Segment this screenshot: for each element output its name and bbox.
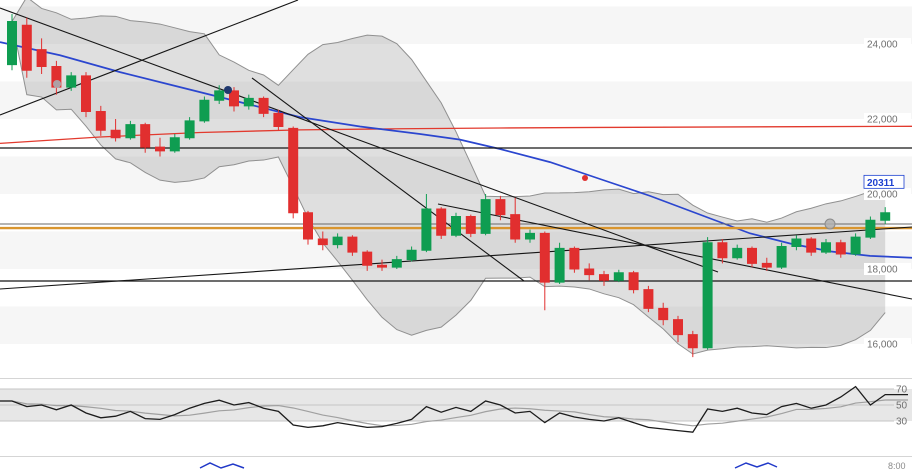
candle [7,14,17,71]
candle [510,197,521,243]
candle [214,85,225,104]
candle [880,207,891,224]
candle [377,259,387,271]
candle [243,94,254,110]
line-drag-handle[interactable] [824,218,836,230]
candle [717,239,728,264]
candle [658,302,669,326]
price-axis-label: 22,000 [867,115,898,126]
candle [850,233,861,256]
price-axis-label: 24,000 [867,40,898,51]
price-axis-label: 18,000 [867,265,898,276]
candle [835,239,846,258]
candle [199,96,210,123]
candle [584,263,595,281]
candle [747,246,757,268]
candle [421,194,432,253]
trendline[interactable] [0,0,299,116]
candle [554,242,565,284]
candle [465,214,476,238]
candle [317,231,328,251]
rsi-ma-line [0,399,908,427]
blue-ma-line[interactable] [0,41,912,259]
axis-label-bg [864,38,911,50]
candle [806,237,817,256]
chart-marker-dot[interactable] [582,175,588,181]
candle [865,216,876,239]
candle [821,239,831,254]
bottom-indicator-mark [734,462,778,469]
candle [347,235,358,256]
candle [21,17,32,78]
rsi-level-label: 30 [896,417,908,428]
candle [732,244,743,260]
price-axis-label: 16,000 [867,340,898,351]
candle [169,134,180,153]
candle [569,246,580,273]
candle [184,117,195,140]
candle [155,137,165,157]
rsi-line[interactable] [0,385,908,433]
candle [229,87,239,112]
candle [643,285,654,313]
candle [451,212,461,238]
axis-label-bg [864,188,911,200]
candle [702,237,713,350]
candle [495,195,506,221]
last-price-tag: 20311 [867,178,895,189]
candle [406,246,417,262]
candle [687,330,698,358]
rsi-level-label: 70 [896,385,908,396]
rsi-panel: 70 50 30 [0,385,912,433]
candle [613,269,624,283]
candle [110,119,121,142]
candle [539,231,550,311]
candle [436,207,447,239]
candle [273,109,284,131]
candle [95,105,106,136]
price-axis-label: 20,000 [867,190,898,201]
candle [362,250,373,271]
bottom-indicator-mark [199,462,245,469]
axis-label-bg [864,113,911,125]
candle [391,255,402,269]
candle [761,257,772,271]
candle [258,96,269,118]
candle [525,229,535,243]
candles-layer [7,14,891,358]
candle [628,270,639,294]
candle [288,126,299,219]
time-axis-label: 8:00 [888,461,906,471]
candle [140,122,151,153]
candle [332,233,343,249]
candle [81,72,91,118]
rsi-level-label: 50 [896,401,908,412]
candle [303,210,313,245]
trendline[interactable] [251,77,525,282]
candle [125,120,136,140]
candle [791,235,802,251]
chart-marker-dot[interactable] [224,86,232,94]
chart-marker-dot[interactable] [53,80,61,88]
last-price-tag-bg [863,174,905,189]
candle [480,194,491,236]
candle [66,72,77,91]
candle [673,315,683,343]
candle [776,242,787,269]
candle [36,38,47,74]
axis-label-bg [864,338,911,350]
candle [599,270,609,286]
axis-label-bg [864,263,911,275]
trendline[interactable] [0,226,912,290]
trendline[interactable] [0,7,719,273]
